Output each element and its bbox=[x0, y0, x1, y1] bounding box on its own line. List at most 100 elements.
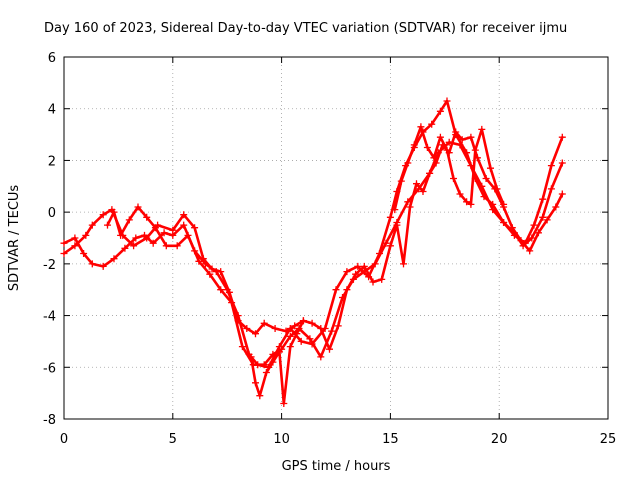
y-tick-label: -4 bbox=[43, 310, 56, 325]
series-group bbox=[391, 123, 508, 214]
data-point-marker bbox=[443, 146, 451, 154]
data-point-marker bbox=[500, 200, 508, 208]
data-point-marker bbox=[110, 208, 118, 216]
data-point-marker bbox=[369, 278, 377, 286]
data-point-marker bbox=[104, 221, 111, 229]
data-point-marker bbox=[500, 219, 508, 226]
data-point-marker bbox=[413, 180, 420, 188]
data-point-marker bbox=[417, 123, 425, 131]
data-point-marker bbox=[428, 120, 436, 128]
data-point-marker bbox=[482, 175, 490, 182]
data-point-marker bbox=[543, 216, 551, 224]
series-line bbox=[393, 125, 505, 211]
data-point-marker bbox=[343, 286, 351, 294]
data-point-marker bbox=[386, 213, 394, 221]
data-point-marker bbox=[478, 182, 486, 190]
data-point-marker bbox=[201, 260, 209, 268]
y-tick-label: -6 bbox=[43, 361, 56, 376]
data-point-marker bbox=[456, 190, 464, 198]
data-point-marker bbox=[88, 221, 96, 229]
data-point-marker bbox=[393, 221, 401, 229]
data-point-marker bbox=[180, 221, 188, 229]
data-point-marker bbox=[308, 319, 316, 327]
data-point-marker bbox=[297, 337, 305, 345]
data-point-marker bbox=[286, 332, 294, 340]
data-point-marker bbox=[252, 330, 259, 338]
data-point-marker bbox=[275, 348, 283, 356]
x-tick-label: 5 bbox=[169, 432, 177, 447]
data-point-marker bbox=[456, 141, 464, 149]
data-point-marker bbox=[326, 345, 333, 353]
data-point-marker bbox=[256, 392, 264, 400]
data-point-marker bbox=[508, 224, 516, 232]
data-point-marker bbox=[391, 206, 399, 214]
data-point-marker bbox=[132, 234, 140, 242]
data-point-marker bbox=[252, 379, 259, 387]
data-point-marker bbox=[169, 231, 177, 239]
data-point-marker bbox=[493, 185, 501, 193]
y-axis-label: SDTVAR / TECUs bbox=[7, 185, 22, 292]
data-point-marker bbox=[286, 325, 294, 332]
data-point-marker bbox=[443, 97, 451, 105]
data-point-marker bbox=[404, 159, 412, 167]
data-point-marker bbox=[410, 141, 418, 149]
data-point-marker bbox=[162, 242, 170, 250]
data-point-marker bbox=[117, 231, 125, 239]
data-point-marker bbox=[143, 213, 151, 221]
x-axis-label: GPS time / hours bbox=[282, 459, 391, 474]
chart-title: Day 160 of 2023, Sidereal Day-to-day VTE… bbox=[44, 21, 567, 36]
data-point-marker bbox=[306, 335, 314, 343]
data-point-marker bbox=[260, 319, 268, 327]
y-tick-label: 4 bbox=[48, 103, 56, 118]
data-point-marker bbox=[80, 250, 88, 257]
data-point-marker bbox=[360, 262, 368, 270]
data-point-marker bbox=[269, 350, 277, 358]
x-tick-label: 15 bbox=[382, 432, 399, 447]
data-point-marker bbox=[238, 343, 246, 351]
data-point-marker bbox=[173, 242, 181, 250]
data-point-marker bbox=[280, 400, 288, 407]
data-point-marker bbox=[247, 353, 255, 361]
data-point-marker bbox=[343, 268, 351, 276]
data-point-marker bbox=[558, 159, 566, 167]
data-point-marker bbox=[141, 231, 148, 239]
data-point-marker bbox=[286, 343, 294, 351]
data-point-marker bbox=[450, 175, 457, 182]
data-point-marker bbox=[269, 358, 277, 366]
data-point-marker bbox=[558, 190, 566, 198]
data-point-marker bbox=[260, 361, 268, 369]
data-point-marker bbox=[149, 239, 157, 247]
data-point-marker bbox=[191, 224, 199, 232]
y-tick-labels: -8 -6 -4 -2 0 2 4 6 bbox=[43, 51, 56, 428]
data-point-marker bbox=[332, 286, 340, 294]
data-point-marker bbox=[400, 260, 407, 268]
data-point-marker bbox=[432, 159, 440, 167]
data-point-marker bbox=[547, 162, 555, 170]
data-point-marker bbox=[539, 195, 547, 203]
data-point-marker bbox=[82, 231, 90, 239]
data-point-marker bbox=[558, 133, 566, 141]
data-point-marker bbox=[378, 275, 386, 283]
data-point-marker bbox=[526, 247, 534, 255]
data-point-marker bbox=[60, 250, 68, 257]
data-point-marker bbox=[71, 242, 79, 250]
data-point-marker bbox=[354, 262, 362, 270]
data-point-marker bbox=[452, 128, 460, 136]
data-point-marker bbox=[217, 286, 225, 294]
data-point-marker bbox=[299, 317, 307, 325]
axis-ticks bbox=[63, 56, 609, 420]
data-point-marker bbox=[223, 286, 231, 294]
y-tick-label: -8 bbox=[43, 413, 56, 428]
data-point-marker bbox=[125, 216, 133, 224]
data-point-marker bbox=[291, 322, 299, 330]
data-point-marker bbox=[371, 260, 379, 268]
data-point-marker bbox=[60, 239, 68, 247]
data-point-marker bbox=[352, 270, 360, 278]
data-point-marker bbox=[317, 353, 325, 361]
y-tick-label: 2 bbox=[48, 154, 56, 169]
data-point-marker bbox=[243, 325, 251, 332]
data-point-marker bbox=[99, 211, 107, 219]
series-group bbox=[60, 97, 566, 371]
